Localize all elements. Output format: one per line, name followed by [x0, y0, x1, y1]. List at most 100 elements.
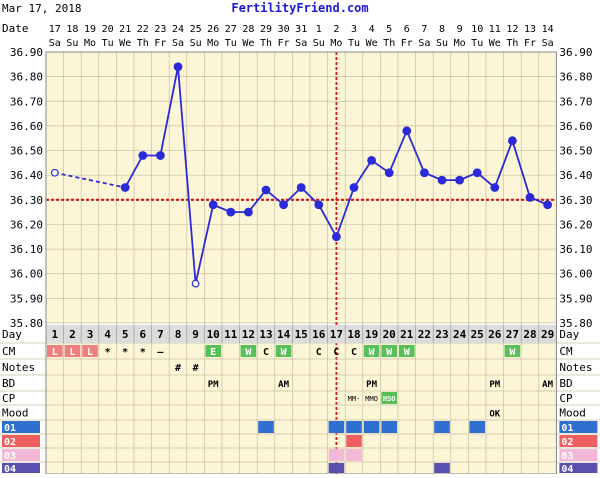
- temp-line-gap-segment: [54, 171, 126, 189]
- temp-point[interactable]: [138, 151, 148, 160]
- temp-point[interactable]: [226, 207, 236, 217]
- extra-row-cell: [346, 449, 362, 461]
- extra-row-cell: [328, 449, 345, 461]
- extra-row-label-right: 04: [561, 464, 573, 474]
- weekday-label: Su: [66, 38, 78, 49]
- weekday-label: Sa: [49, 38, 61, 49]
- cm-value: C: [316, 347, 322, 358]
- temp-point[interactable]: [208, 200, 218, 210]
- temp-point[interactable]: [332, 232, 341, 242]
- cm-cell-fill: [275, 345, 292, 357]
- date-label: 18: [66, 24, 78, 35]
- weekday-label: Fr: [524, 38, 536, 49]
- temp-point[interactable]: [490, 183, 500, 192]
- cm-value: –: [157, 347, 164, 358]
- cycle-day-label: 18: [347, 328, 360, 341]
- cm-value: E: [210, 347, 216, 358]
- cycle-day-label: 28: [523, 328, 536, 341]
- date-label: 31: [295, 24, 307, 35]
- weekday-label: Su: [436, 38, 448, 49]
- cm-cell-fill: [363, 345, 380, 357]
- temp-point[interactable]: [261, 185, 271, 195]
- temp-point[interactable]: [155, 151, 165, 160]
- date-label: 30: [278, 24, 290, 35]
- bd-value: AM: [542, 380, 553, 390]
- temp-line-segment: [159, 66, 179, 156]
- cm-row-label-right: CM: [559, 345, 573, 358]
- weekday-label: Sa: [172, 38, 184, 49]
- weekday-label: Sa: [295, 38, 307, 49]
- y-tick-right: 36.00: [559, 268, 592, 281]
- weekday-label: Th: [137, 38, 149, 49]
- temp-point[interactable]: [384, 168, 394, 178]
- y-tick-left: 36.50: [10, 145, 43, 158]
- weekday-label: Th: [506, 38, 518, 49]
- bd-row-label-right: BD: [559, 377, 572, 390]
- temp-point[interactable]: [120, 183, 130, 192]
- extra-row-label-right: 02: [561, 437, 573, 448]
- y-tick-left: 36.10: [10, 243, 43, 256]
- cm-value: *: [140, 347, 146, 358]
- date-label: 17: [49, 24, 61, 35]
- temp-point[interactable]: [314, 200, 324, 210]
- temp-point[interactable]: [173, 62, 183, 72]
- weekday-label: Fr: [401, 38, 413, 49]
- temp-point[interactable]: [508, 136, 517, 146]
- temp-point[interactable]: [543, 200, 552, 210]
- temp-line-segment: [335, 187, 355, 238]
- date-label: 25: [190, 24, 202, 35]
- temp-point[interactable]: [296, 183, 306, 192]
- temp-point[interactable]: [455, 175, 465, 185]
- cycle-day-label: 25: [471, 328, 484, 341]
- date-label: 13: [524, 24, 536, 35]
- weekday-label: Su: [190, 38, 202, 49]
- y-tick-right: 36.60: [559, 120, 592, 133]
- temp-point[interactable]: [525, 192, 535, 202]
- y-tick-left: 36.80: [10, 71, 43, 84]
- temp-line-segment: [177, 66, 197, 284]
- weekday-label: Mo: [330, 38, 342, 49]
- temp-point[interactable]: [50, 168, 59, 177]
- date-label: 5: [386, 24, 392, 35]
- date-label: 4: [369, 24, 375, 35]
- date-label: 27: [225, 24, 237, 35]
- temp-point[interactable]: [279, 200, 289, 210]
- extra-row-cell: [328, 463, 345, 473]
- cycle-day-label: 23: [435, 328, 448, 341]
- extra-row-swatch-right: [559, 435, 598, 447]
- date-label: 7: [421, 24, 427, 35]
- temp-point[interactable]: [402, 126, 412, 136]
- bd-value: PM: [489, 380, 500, 390]
- date-label: 11: [489, 24, 501, 35]
- cycle-day-label: 8: [175, 328, 182, 341]
- extra-row-swatch-left: [2, 421, 40, 433]
- temp-point[interactable]: [367, 155, 377, 165]
- date-label: 12: [506, 24, 518, 35]
- cycle-day-label: 15: [295, 328, 308, 341]
- y-tick-left: 36.30: [10, 194, 43, 207]
- cycle-day-label: 12: [242, 328, 255, 341]
- temp-point[interactable]: [437, 175, 447, 185]
- temp-point[interactable]: [243, 207, 253, 217]
- mood-row-label: Mood: [2, 407, 29, 420]
- cm-cell-fill: [399, 345, 415, 357]
- cm-value: W: [281, 347, 288, 358]
- weekday-label: Tu: [471, 38, 483, 49]
- temp-line-segment: [353, 159, 373, 188]
- extra-row-swatch-right: [559, 463, 598, 473]
- cycle-day-label: 29: [541, 328, 554, 341]
- cm-value: L: [87, 347, 93, 358]
- cycle-day-label: 16: [312, 328, 326, 341]
- temp-point[interactable]: [472, 168, 482, 178]
- notes-row-label: Notes: [2, 361, 35, 374]
- cp-value: MM-: [348, 395, 361, 403]
- cycle-day-label: 20: [383, 328, 396, 341]
- cycle-day-label: 5: [122, 328, 129, 341]
- temp-point[interactable]: [420, 168, 429, 178]
- temp-point[interactable]: [191, 279, 200, 288]
- extra-row-label: 04: [4, 464, 16, 474]
- cycle-day-label: 17: [330, 328, 343, 341]
- site-title: FertilityFriend.com: [231, 1, 368, 15]
- extra-row-label: 03: [4, 451, 16, 462]
- temp-point[interactable]: [349, 183, 359, 192]
